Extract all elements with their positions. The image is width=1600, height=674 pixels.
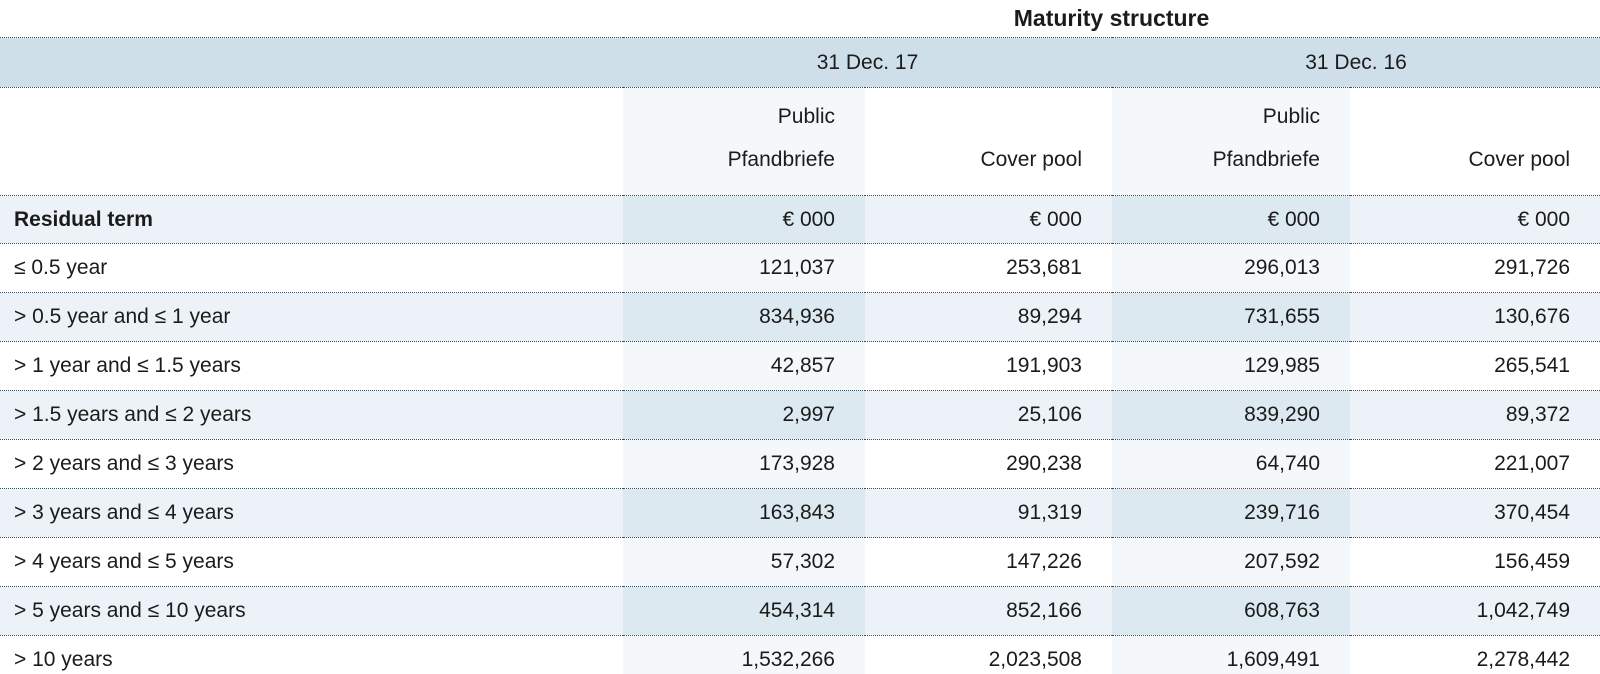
value-cell: 290,238 — [865, 439, 1112, 489]
value-cell: 2,997 — [623, 390, 865, 440]
table-row: > 1.5 years and ≤ 2 years 2,997 25,106 8… — [0, 390, 1600, 440]
value-cell: 121,037 — [623, 243, 865, 293]
value-cell: 163,843 — [623, 488, 865, 538]
row-label: > 0.5 year and ≤ 1 year — [0, 292, 623, 342]
value-cell: 221,007 — [1350, 439, 1600, 489]
value-cell: 25,106 — [865, 390, 1112, 440]
row-header-label: Residual term — [0, 195, 623, 244]
value-cell: 89,294 — [865, 292, 1112, 342]
column-header-line: Public — [777, 105, 835, 128]
value-cell: 130,676 — [1350, 292, 1600, 342]
table-row: > 1 year and ≤ 1.5 years 42,857 191,903 … — [0, 341, 1600, 391]
table-row: > 10 years 1,532,266 2,023,508 1,609,491… — [0, 635, 1600, 674]
value-cell: 147,226 — [865, 537, 1112, 587]
value-cell: 1,042,749 — [1350, 586, 1600, 636]
value-cell: 156,459 — [1350, 537, 1600, 587]
table-row: Maturity structure — [0, 0, 1600, 38]
value-cell: 265,541 — [1350, 341, 1600, 391]
table-row: Public Pfandbriefe Cover pool Public Pfa… — [0, 87, 1600, 196]
column-header-public-pfandbriefe-17: Public Pfandbriefe — [623, 87, 865, 196]
table-row: ≤ 0.5 year 121,037 253,681 296,013 291,7… — [0, 243, 1600, 293]
page-title: Maturity structure — [1013, 5, 1210, 31]
row-label: > 1.5 years and ≤ 2 years — [0, 390, 623, 440]
unit-label: € 000 — [623, 195, 865, 244]
column-header-line: Pfandbriefe — [1212, 148, 1320, 171]
value-cell: 207,592 — [1112, 537, 1350, 587]
value-cell: 42,857 — [623, 341, 865, 391]
value-cell: 91,319 — [865, 488, 1112, 538]
column-header-line: Pfandbriefe — [727, 148, 835, 171]
unit-label: € 000 — [1112, 195, 1350, 244]
value-cell: 608,763 — [1112, 586, 1350, 636]
column-header-cover-pool-16: Cover pool — [1350, 87, 1600, 196]
table-row: > 0.5 year and ≤ 1 year 834,936 89,294 7… — [0, 292, 1600, 342]
table-row: > 4 years and ≤ 5 years 57,302 147,226 2… — [0, 537, 1600, 587]
value-cell: 852,166 — [865, 586, 1112, 636]
table-row: > 3 years and ≤ 4 years 163,843 91,319 2… — [0, 488, 1600, 538]
row-label: > 10 years — [0, 635, 623, 674]
row-label: > 2 years and ≤ 3 years — [0, 439, 623, 489]
value-cell: 64,740 — [1112, 439, 1350, 489]
period-header-dec16: 31 Dec. 16 — [1112, 37, 1600, 88]
value-cell: 57,302 — [623, 537, 865, 587]
value-cell: 253,681 — [865, 243, 1112, 293]
value-cell: 370,454 — [1350, 488, 1600, 538]
row-label: > 5 years and ≤ 10 years — [0, 586, 623, 636]
band-spacer — [0, 37, 623, 88]
value-cell: 834,936 — [623, 292, 865, 342]
unit-label: € 000 — [1350, 195, 1600, 244]
period-header-dec17: 31 Dec. 17 — [623, 37, 1112, 88]
table-row: > 2 years and ≤ 3 years 173,928 290,238 … — [0, 439, 1600, 489]
value-cell: 239,716 — [1112, 488, 1350, 538]
value-cell: 291,726 — [1350, 243, 1600, 293]
title-spacer — [0, 0, 623, 38]
value-cell: 296,013 — [1112, 243, 1350, 293]
value-cell: 129,985 — [1112, 341, 1350, 391]
value-cell: 173,928 — [623, 439, 865, 489]
value-cell: 454,314 — [623, 586, 865, 636]
column-header-line: Public — [1262, 105, 1320, 128]
colhdr-spacer — [0, 87, 623, 196]
value-cell: 1,532,266 — [623, 635, 865, 674]
value-cell: 2,023,508 — [865, 635, 1112, 674]
value-cell: 2,278,442 — [1350, 635, 1600, 674]
value-cell: 839,290 — [1112, 390, 1350, 440]
column-header-public-pfandbriefe-16: Public Pfandbriefe — [1112, 87, 1350, 196]
row-label: > 1 year and ≤ 1.5 years — [0, 341, 623, 391]
value-cell: 731,655 — [1112, 292, 1350, 342]
table-row: Residual term € 000 € 000 € 000 € 000 — [0, 195, 1600, 244]
value-cell: 191,903 — [865, 341, 1112, 391]
column-header-cover-pool-17: Cover pool — [865, 87, 1112, 196]
unit-label: € 000 — [865, 195, 1112, 244]
row-label: ≤ 0.5 year — [0, 243, 623, 293]
table-row: > 5 years and ≤ 10 years 454,314 852,166… — [0, 586, 1600, 636]
value-cell: 1,609,491 — [1112, 635, 1350, 674]
value-cell: 89,372 — [1350, 390, 1600, 440]
row-label: > 4 years and ≤ 5 years — [0, 537, 623, 587]
table-row: 31 Dec. 17 31 Dec. 16 — [0, 37, 1600, 88]
row-label: > 3 years and ≤ 4 years — [0, 488, 623, 538]
